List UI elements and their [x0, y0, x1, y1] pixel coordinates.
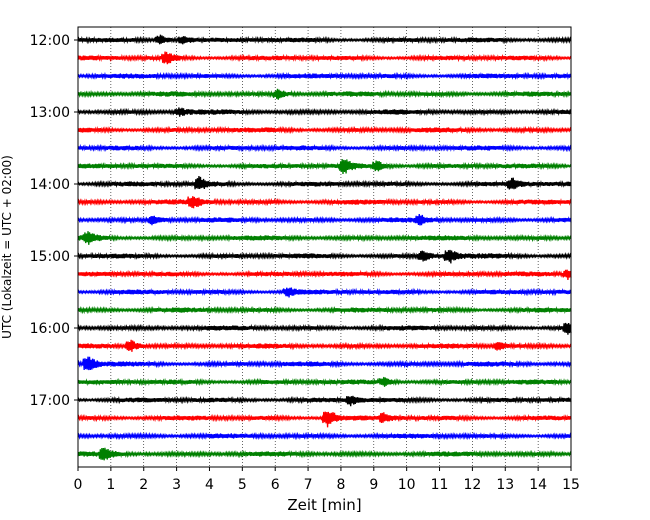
x-tick-label: 6 — [271, 477, 280, 493]
trace-1630 — [77, 356, 572, 371]
x-tick-label: 5 — [238, 477, 247, 493]
x-axis-ticks: 0 1 2 3 4 5 6 7 8 9 10 11 12 13 14 15 — [74, 467, 580, 493]
plot-frame — [77, 26, 572, 468]
x-tick-label: 9 — [369, 477, 378, 493]
trace-1530 — [77, 287, 572, 298]
trace-1230 — [77, 71, 572, 81]
x-tick-label: 0 — [74, 477, 83, 493]
trace-1600 — [77, 322, 572, 335]
grid-lines — [110, 27, 539, 467]
x-tick-label: 11 — [431, 477, 449, 493]
trace-1545 — [77, 305, 572, 315]
trace-1400 — [77, 176, 572, 190]
x-tick-label: 4 — [205, 477, 214, 493]
y-tick-label: 17:00 — [30, 393, 70, 409]
trace-1430 — [77, 213, 572, 226]
trace-1615 — [77, 339, 572, 352]
y-tick-label: 14:00 — [30, 177, 70, 193]
trace-1200 — [77, 34, 572, 45]
y-tick-label: 16:00 — [30, 321, 70, 337]
y-tick-label: 13:00 — [30, 105, 70, 121]
trace-1445 — [77, 231, 572, 245]
y-axis-label: UTC (Lokalzeit = UTC + 02:00) — [0, 155, 14, 339]
trace-1730 — [77, 431, 572, 441]
trace-1745 — [77, 447, 572, 461]
trace-1645 — [77, 376, 572, 387]
trace-1330 — [77, 143, 572, 153]
trace-1315 — [77, 125, 572, 135]
x-tick-label: 7 — [304, 477, 313, 493]
trace-1215 — [77, 51, 572, 65]
x-tick-label: 10 — [398, 477, 416, 493]
y-axis-ticks: 12:00 13:00 14:00 15:00 16:00 17:00 — [30, 33, 78, 409]
x-tick-label: 8 — [336, 477, 345, 493]
trace-1300 — [77, 107, 572, 117]
x-axis-label: Zeit [min] — [287, 496, 361, 514]
x-tick-label: 3 — [172, 477, 181, 493]
trace-1700 — [77, 395, 572, 407]
trace-1500 — [77, 249, 572, 264]
x-tick-label: 1 — [106, 477, 115, 493]
x-tick-label: 13 — [496, 477, 514, 493]
x-tick-label: 14 — [529, 477, 547, 493]
trace-1345 — [77, 159, 572, 174]
y-tick-label: 12:00 — [30, 33, 70, 49]
x-tick-label: 2 — [139, 477, 148, 493]
x-tick-label: 12 — [463, 477, 481, 493]
trace-1515 — [77, 269, 572, 281]
trace-1415 — [77, 196, 572, 209]
seismic-traces — [77, 34, 572, 461]
trace-1245 — [77, 88, 572, 100]
y-tick-label: 15:00 — [30, 249, 70, 265]
x-tick-label: 15 — [562, 477, 580, 493]
trace-1715 — [77, 411, 572, 428]
